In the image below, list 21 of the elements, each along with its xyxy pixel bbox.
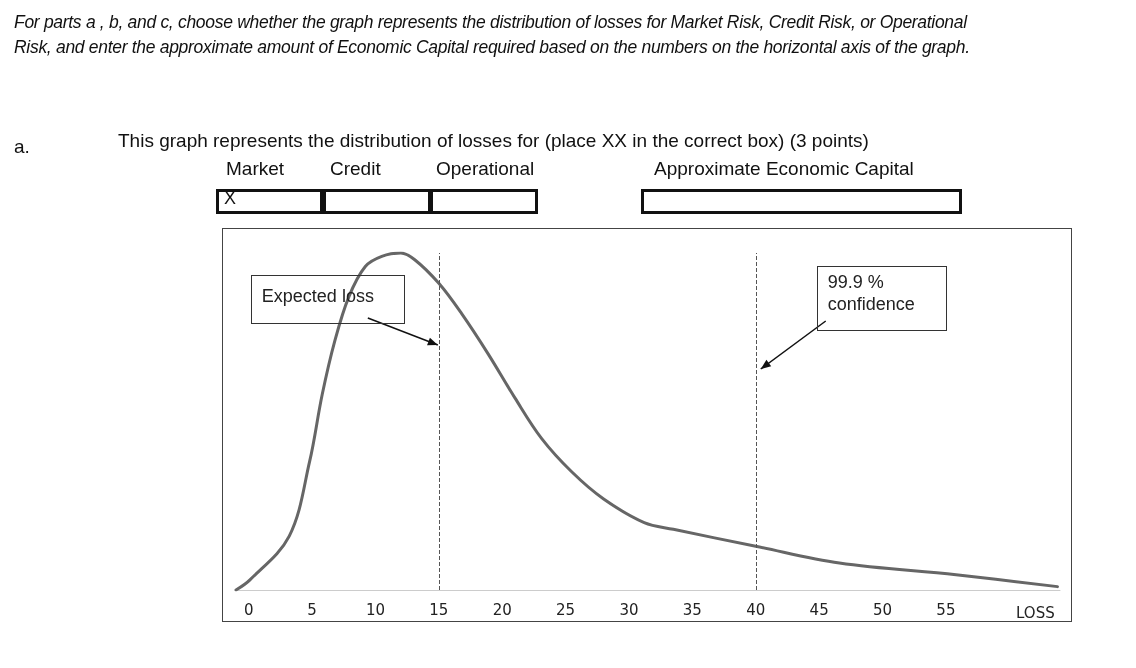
- x-axis-title: LOSS: [1016, 603, 1055, 622]
- x-tick-label: 20: [492, 600, 512, 619]
- text: This graph represents the distribution of losses for (place XX in the correct box) (3 points): [118, 130, 869, 152]
- x-tick-label: 45: [809, 600, 829, 619]
- text: For parts a , b, and c, choose whether the graph represents the distribution of losses for Market Risk, Credit Risk, or Operational Risk, and enter the approximate amount of Economic Capital required based on the numbers on the horizontal axis of the graph.: [14, 11, 971, 59]
- x-tick-label: 15: [429, 600, 449, 619]
- x-tick-label: 40: [746, 600, 766, 619]
- text: Market: [226, 158, 285, 180]
- ref-line-label: 99.9 % confidence: [816, 266, 947, 331]
- text: a.: [14, 136, 30, 158]
- text: Approximate Economic Capital: [654, 158, 914, 180]
- x-tick-label: 0: [243, 600, 254, 619]
- x-tick-label: 35: [682, 600, 702, 619]
- x-tick-label: 50: [872, 600, 893, 619]
- x-tick-label: 5: [307, 600, 317, 619]
- x-tick-label: 10: [365, 600, 385, 619]
- text: Credit: [330, 158, 381, 180]
- text: Operational: [436, 158, 535, 180]
- x-tick-label: 25: [556, 600, 576, 619]
- x-tick-label: 55: [936, 600, 956, 619]
- x-tick-label: 30: [619, 600, 639, 619]
